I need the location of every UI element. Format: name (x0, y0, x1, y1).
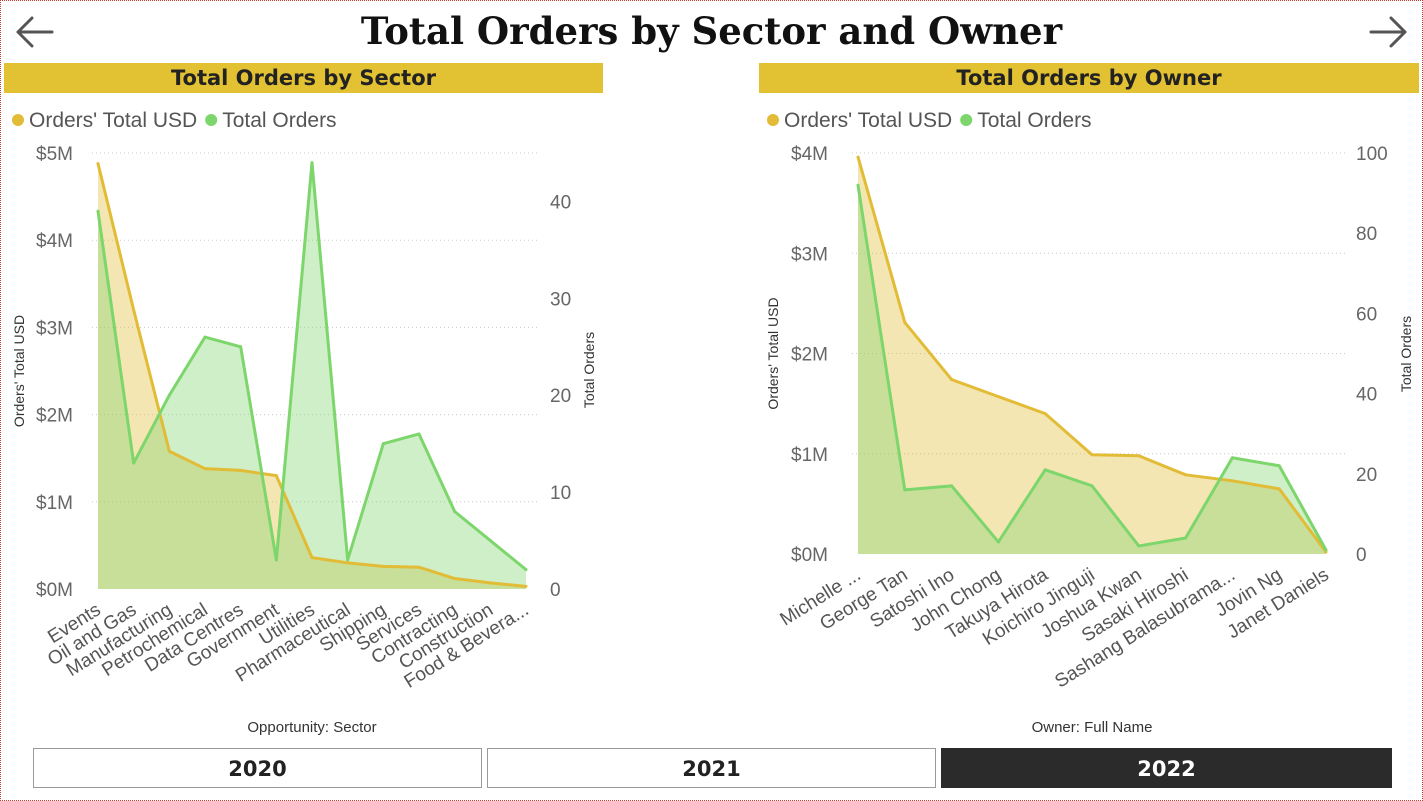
series-total-orders-point (524, 568, 528, 572)
series-total-orders-point (1137, 544, 1141, 548)
series-total-orders-point (381, 442, 385, 446)
series-orders-total-usd-point (1137, 454, 1141, 458)
legend-usd-label: Orders' Total USD (784, 109, 952, 132)
series-orders-total-usd-point (346, 561, 350, 565)
y2-tick-label: 10 (550, 483, 571, 504)
series-total-orders-point (1043, 468, 1047, 472)
series-orders-total-usd-point (524, 584, 528, 588)
series-total-orders-point (167, 393, 171, 397)
series-orders-total-usd-point (996, 395, 1000, 399)
series-orders-total-usd-point (856, 155, 860, 159)
sector-chart-header: Total Orders by Sector (4, 63, 603, 93)
y-axis-title: Orders' Total USD (11, 315, 27, 427)
series-total-orders-area (858, 185, 1326, 554)
series-total-orders-point (1324, 548, 1328, 552)
page-title: Total Orders by Sector and Owner (360, 9, 1063, 53)
legend-usd-marker (12, 114, 24, 126)
series-total-orders-point (203, 335, 207, 339)
series-total-orders-point (1277, 464, 1281, 468)
y-tick-label: $3M (36, 318, 73, 339)
year-slicer-2021[interactable]: 2021 (487, 748, 936, 788)
series-total-orders-area (98, 162, 526, 589)
series-orders-total-usd-point (310, 556, 314, 560)
legend-usd-label: Orders' Total USD (29, 109, 197, 132)
legend-orders-label: Total Orders (222, 109, 336, 132)
series-total-orders-point (903, 488, 907, 492)
legend-orders-label: Total Orders (977, 109, 1091, 132)
series-total-orders-point (856, 183, 860, 187)
arrow-right-icon[interactable] (1367, 10, 1411, 54)
year-slicer-2022[interactable]: 2022 (941, 748, 1392, 788)
series-total-orders-point (274, 558, 278, 562)
y2-axis-title: Total Orders (1398, 316, 1414, 392)
legend-orders-marker (205, 114, 218, 126)
series-orders-total-usd-point (950, 378, 954, 382)
series-orders-total-usd-point (167, 449, 171, 453)
series-total-orders-point (346, 558, 350, 562)
series-orders-total-usd-point (239, 468, 243, 472)
y-tick-label: $2M (791, 345, 828, 366)
series-orders-total-usd-point (1230, 479, 1234, 483)
series-orders-total-usd-point (274, 474, 278, 478)
series-orders-total-usd-area (858, 157, 1326, 554)
series-orders-total-usd-point (1277, 487, 1281, 491)
series-total-orders-point (950, 484, 954, 488)
series-orders-total-usd-point (381, 564, 385, 568)
series-total-orders-point (417, 432, 421, 436)
y-axis-title: Orders' Total USD (765, 297, 781, 409)
y2-tick-label: 40 (550, 192, 571, 213)
series-total-orders-point (996, 540, 1000, 544)
y2-tick-label: 100 (1356, 144, 1388, 165)
legend-orders-marker (960, 114, 973, 126)
y2-tick-label: 0 (1356, 545, 1367, 566)
year-slicer-2020[interactable]: 2020 (33, 748, 482, 788)
series-total-orders-point (1184, 536, 1188, 540)
y-tick-label: $4M (791, 144, 828, 165)
series-orders-total-usd-point (488, 581, 492, 585)
series-orders-total-usd-point (453, 577, 457, 581)
series-total-orders-point (310, 161, 314, 165)
y-tick-label: $3M (791, 244, 828, 265)
y-tick-label: $0M (36, 580, 73, 601)
series-total-orders-point (132, 461, 136, 465)
series-total-orders-point (453, 509, 457, 513)
y-tick-label: $1M (791, 445, 828, 466)
y-tick-label: $5M (36, 144, 73, 165)
series-total-orders-point (239, 345, 243, 349)
y-tick-label: $2M (36, 406, 73, 427)
series-orders-total-usd-point (1184, 473, 1188, 477)
x-axis-title: Owner: Full Name (1032, 719, 1153, 736)
series-orders-total-usd-point (1090, 453, 1094, 457)
owner-chart-header: Total Orders by Owner (759, 63, 1419, 93)
series-orders-total-usd-point (96, 161, 100, 165)
y2-tick-label: 30 (550, 289, 571, 310)
series-total-orders-point (1230, 456, 1234, 460)
legend-usd-marker (767, 114, 779, 126)
y-tick-label: $0M (791, 545, 828, 566)
y2-tick-label: 80 (1356, 224, 1377, 245)
series-orders-total-usd-area (98, 163, 526, 590)
series-orders-total-usd-point (132, 308, 136, 312)
y2-tick-label: 0 (550, 580, 561, 601)
y2-tick-label: 20 (550, 386, 571, 407)
series-orders-total-usd-point (203, 467, 207, 471)
y-tick-label: $4M (36, 231, 73, 252)
x-axis-title: Opportunity: Sector (247, 719, 376, 736)
series-orders-total-usd-point (1043, 412, 1047, 416)
series-total-orders-point (488, 539, 492, 543)
series-orders-total-usd-point (903, 320, 907, 324)
y2-axis-title: Total Orders (581, 332, 597, 408)
series-total-orders-point (1090, 484, 1094, 488)
y-tick-label: $1M (36, 493, 73, 514)
arrow-left-icon[interactable] (12, 10, 56, 54)
y2-tick-label: 60 (1356, 304, 1377, 325)
series-orders-total-usd-point (417, 565, 421, 569)
y2-tick-label: 20 (1356, 465, 1377, 486)
series-total-orders-point (96, 209, 100, 213)
y2-tick-label: 40 (1356, 385, 1377, 406)
